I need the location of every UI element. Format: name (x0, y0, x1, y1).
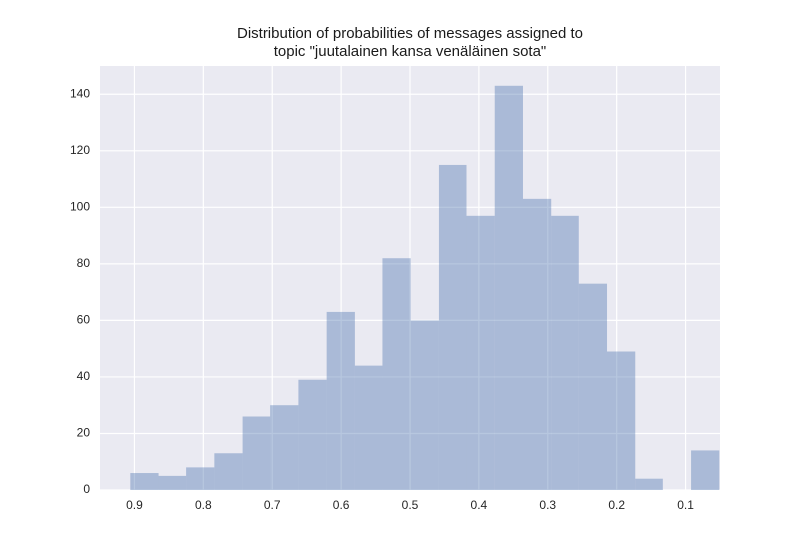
bar (382, 258, 411, 490)
y-tick-label: 20 (77, 426, 91, 440)
bar (270, 405, 299, 490)
y-tick-label: 0 (83, 482, 90, 496)
bar (214, 453, 243, 490)
bar (326, 311, 355, 490)
bar (158, 475, 187, 490)
x-tick-label: 0.3 (539, 498, 556, 512)
bar (410, 320, 439, 490)
bar (607, 351, 636, 490)
bar (522, 198, 552, 490)
bar (578, 283, 608, 490)
x-tick-label: 0.4 (471, 498, 488, 512)
y-tick-label: 100 (70, 200, 90, 214)
chart-title: topic "juutalainen kansa venäläinen sota… (274, 43, 547, 60)
bar (186, 467, 215, 490)
bar (242, 416, 271, 490)
chart-title: Distribution of probabilities of message… (237, 25, 583, 42)
bar (298, 379, 327, 490)
bar (635, 478, 663, 490)
x-tick-label: 0.6 (333, 498, 350, 512)
bar (438, 164, 467, 490)
x-tick-label: 0.8 (195, 498, 212, 512)
bar (466, 215, 495, 490)
x-tick-label: 0.7 (264, 498, 281, 512)
bar (691, 450, 720, 490)
y-tick-label: 80 (77, 256, 91, 270)
y-tick-label: 60 (77, 313, 91, 327)
y-tick-label: 140 (70, 86, 90, 100)
x-tick-label: 0.2 (608, 498, 625, 512)
x-tick-label: 0.5 (402, 498, 419, 512)
y-tick-label: 40 (77, 369, 91, 383)
y-tick-label: 120 (70, 143, 90, 157)
bar (494, 85, 523, 490)
x-tick-label: 0.1 (677, 498, 694, 512)
x-tick-label: 0.9 (126, 498, 143, 512)
bar (130, 473, 159, 490)
bar (551, 215, 579, 490)
bar (354, 365, 383, 490)
